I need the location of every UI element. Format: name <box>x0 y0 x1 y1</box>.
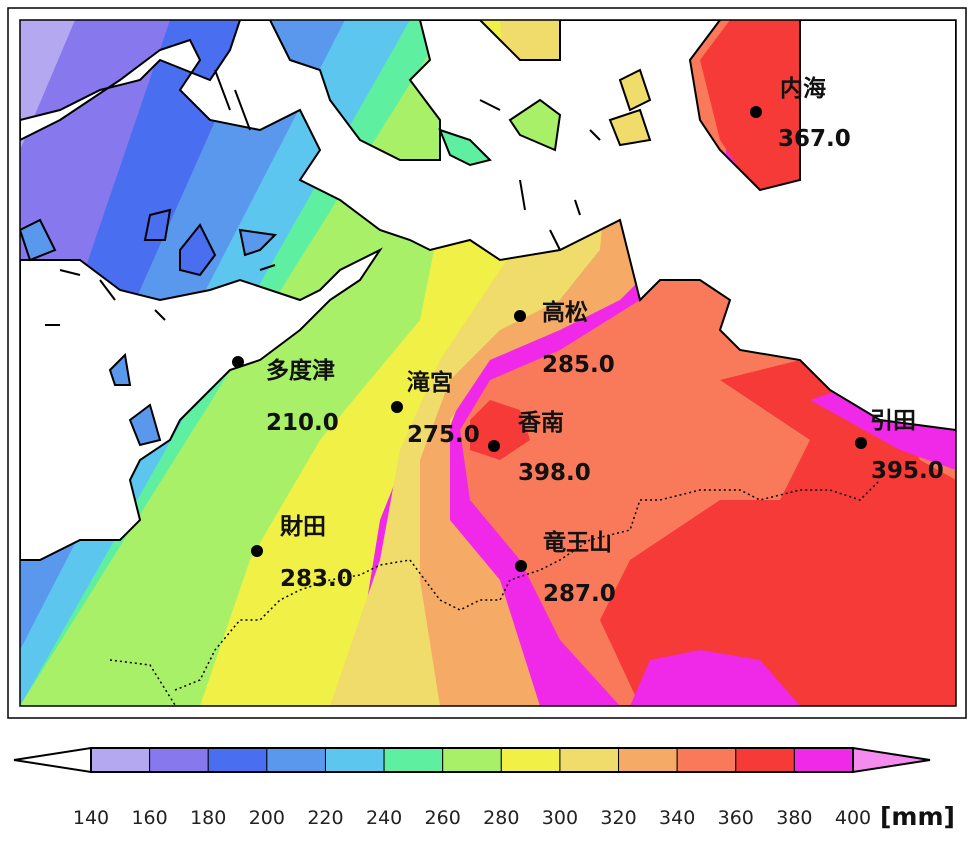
station-hiketa: 引田 395.0 <box>855 408 944 484</box>
colorbar-segment <box>324 747 385 773</box>
colorbar-tick-label: 220 <box>307 807 343 829</box>
station-ryuozan: 竜王山 287.0 <box>515 529 616 607</box>
colorbar-tick-label: 400 <box>835 807 871 829</box>
station-uchiumi: 内海 367.0 <box>750 75 851 152</box>
station-name: 引田 <box>870 408 916 434</box>
colorbar-tick-label: 320 <box>600 807 636 829</box>
colorbar: 140 160 180 200 220 240 260 280 300 320 340 360 380 4… <box>13 746 931 829</box>
colorbar-tick-label: 240 <box>366 807 402 829</box>
colorbar-segment <box>793 747 854 773</box>
station-value: 275.0 <box>407 422 480 448</box>
station-value: 210.0 <box>266 410 339 436</box>
station-name: 香南 <box>518 410 564 436</box>
map-outer-frame <box>7 7 967 719</box>
station-marker <box>391 401 403 413</box>
colorbar-tick-label: 260 <box>425 807 461 829</box>
station-value: 287.0 <box>543 581 616 607</box>
colorbar-tick-label: 300 <box>542 807 578 829</box>
station-marker <box>514 310 526 322</box>
station-zaita: 財田 283.0 <box>251 514 353 592</box>
colorbar-segment <box>618 747 678 773</box>
colorbar-tick-label: 140 <box>73 807 109 829</box>
colorbar-segment <box>207 747 268 773</box>
colorbar-tick-label: 340 <box>659 807 695 829</box>
colorbar-over-arrow <box>852 746 931 774</box>
station-value: 398.0 <box>518 460 591 486</box>
station-name: 滝宮 <box>407 369 453 396</box>
colorbar-tick-label: 380 <box>776 807 812 829</box>
station-name: 高松 <box>542 299 588 326</box>
station-name: 内海 <box>780 75 826 102</box>
station-value: 283.0 <box>280 566 353 592</box>
station-tadotsu: 多度津 210.0 <box>232 356 339 436</box>
station-takamatsu: 高松 285.0 <box>514 299 615 378</box>
station-name: 竜王山 <box>543 529 612 556</box>
colorbar-segment <box>149 747 209 773</box>
colorbar-tick-label: 160 <box>131 807 167 829</box>
colorbar-segment <box>676 747 737 773</box>
colorbar-outline <box>90 747 854 773</box>
station-takinomiya: 滝宮 275.0 <box>391 369 480 448</box>
colorbar-segment <box>442 747 502 773</box>
station-konan: 香南 398.0 <box>488 410 591 486</box>
station-marker <box>488 440 500 452</box>
station-name: 財田 <box>280 514 326 540</box>
colorbar-unit: [mm] <box>880 802 955 831</box>
station-marker <box>232 356 244 368</box>
map-frame <box>19 19 957 707</box>
colorbar-segment <box>559 747 620 773</box>
station-marker <box>251 545 263 557</box>
station-value: 285.0 <box>542 352 615 378</box>
contour-fill <box>20 20 956 706</box>
colorbar-under-arrow <box>13 746 92 774</box>
station-marker <box>515 560 527 572</box>
station-marker <box>750 106 762 118</box>
colorbar-tick-label: 200 <box>249 807 285 829</box>
colorbar-segment <box>90 747 151 773</box>
station-value: 367.0 <box>778 126 851 152</box>
colorbar-segment <box>500 747 561 773</box>
station-value: 395.0 <box>871 458 944 484</box>
station-name: 多度津 <box>266 357 335 384</box>
colorbar-segment <box>383 747 444 773</box>
colorbar-segment <box>735 747 795 773</box>
colorbar-tick-label: 180 <box>190 807 226 829</box>
colorbar-segment <box>266 747 326 773</box>
colorbar-tick-label: 360 <box>718 807 754 829</box>
station-marker <box>855 437 867 449</box>
colorbar-tick-label: 280 <box>483 807 519 829</box>
